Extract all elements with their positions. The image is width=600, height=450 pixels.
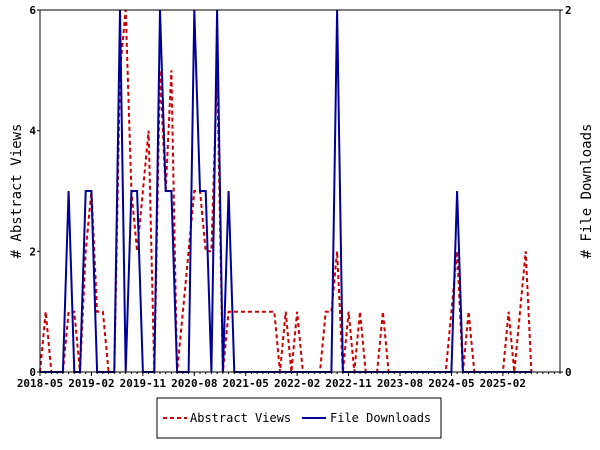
x-tick-label: 2022-11 (325, 377, 372, 390)
y-tick-label-left: 4 (29, 125, 36, 138)
x-tick-label: 2025-02 (480, 377, 526, 390)
legend-label-abstract-views: Abstract Views (190, 411, 291, 425)
y-tick-label-left: 6 (29, 4, 36, 17)
x-tick-label: 2024-05 (428, 377, 474, 390)
legend-label-file-downloads: File Downloads (330, 411, 431, 425)
x-tick-label: 2021-05 (223, 377, 269, 390)
x-tick-label: 2022-02 (274, 377, 320, 390)
axis-layer: 2018-05 2019-02 2019-11 2020-08 2021-05 2022-… (17, 4, 572, 390)
legend: Abstract Views File Downloads (156, 397, 442, 439)
legend-box (156, 397, 442, 439)
series-line-abstract-views (39, 9, 533, 373)
x-tick-label: 2018-05 (17, 377, 63, 390)
y-tick-label-left: 0 (29, 366, 36, 379)
y-axis-title-right: # File Downloads (579, 124, 595, 259)
x-tick-label: 2023-08 (377, 377, 423, 390)
y-tick-label-right: 2 (565, 4, 572, 17)
x-tick-label: 2020-08 (171, 377, 217, 390)
plot-frame (39, 9, 561, 373)
x-tick-label: 2019-11 (120, 377, 167, 390)
y-axis-title-left: # Abstract Views (9, 124, 25, 259)
x-tick-label: 2019-02 (68, 377, 114, 390)
y-tick-label-right: 0 (565, 366, 572, 379)
y-tick-label-left: 2 (29, 245, 36, 258)
